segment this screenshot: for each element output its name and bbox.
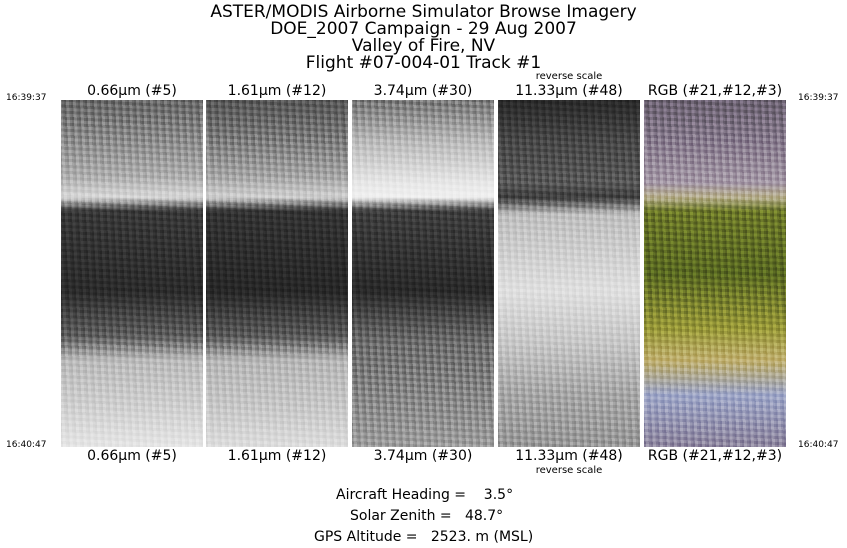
panel-label-top-2: 1.61µm (#12) bbox=[227, 83, 327, 99]
image-panel-11-33um bbox=[498, 100, 640, 447]
end-time-left: 16:40:47 bbox=[6, 440, 47, 450]
end-time-right: 16:40:47 bbox=[798, 440, 839, 450]
title-line-4: Flight #07-004-01 Track #1 bbox=[305, 53, 542, 73]
panel-note-bottom-4: reverse scale bbox=[535, 465, 603, 476]
image-panel-3-74um bbox=[352, 100, 494, 447]
title-line-2: DOE_2007 Campaign - 29 Aug 2007 bbox=[270, 19, 577, 39]
image-panel-rgb bbox=[644, 100, 786, 447]
panel-label-top-5: RGB (#21,#12,#3) bbox=[647, 83, 783, 99]
panel-label-top-4: 11.33µm (#48) bbox=[515, 83, 623, 99]
start-time-right: 16:39:37 bbox=[798, 93, 839, 103]
title-line-3: Valley of Fire, NV bbox=[351, 36, 496, 56]
image-panel-1-61um bbox=[206, 100, 348, 447]
image-panel-0-66um bbox=[61, 100, 203, 447]
title-line-1: ASTER/MODIS Airborne Simulator Browse Im… bbox=[210, 2, 637, 22]
panel-label-bottom-5: RGB (#21,#12,#3) bbox=[647, 448, 783, 464]
panel-label-bottom-2: 1.61µm (#12) bbox=[227, 448, 327, 464]
panel-label-bottom-1: 0.66µm (#5) bbox=[87, 448, 177, 464]
aircraft-heading: Aircraft Heading = 3.5° bbox=[336, 487, 514, 503]
panel-label-bottom-3: 3.74µm (#30) bbox=[373, 448, 473, 464]
panel-label-top-1: 0.66µm (#5) bbox=[87, 83, 177, 99]
panel-label-top-3: 3.74µm (#30) bbox=[373, 83, 473, 99]
panel-note-top-4: reverse scale bbox=[535, 71, 603, 82]
start-time-left: 16:39:37 bbox=[6, 93, 47, 103]
panel-label-bottom-4: 11.33µm (#48) bbox=[515, 448, 623, 464]
solar-zenith: Solar Zenith = 48.7° bbox=[350, 508, 504, 524]
gps-altitude: GPS Altitude = 2523. m (MSL) bbox=[314, 529, 534, 545]
